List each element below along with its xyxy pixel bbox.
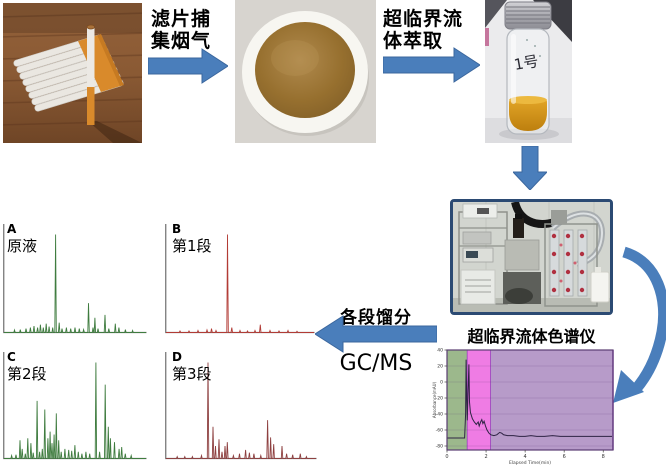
chromatogram-panel-b: B 第1段 [165, 222, 315, 334]
svg-text:Elapsed Time(min): Elapsed Time(min) [509, 460, 551, 466]
panel-c-letter: C [7, 350, 16, 364]
svg-text:20: 20 [437, 364, 443, 370]
svg-text:0: 0 [440, 380, 443, 386]
vial-handwritten-mark: 1号 [513, 52, 540, 74]
sfc-chromatogram-chart: 40 20 0 -20 -40 -60 -80 0 2 4 6 8 Elapsed Time(min) A… [430, 346, 622, 466]
arrow-right-icon [148, 48, 228, 84]
curved-arrow-icon [613, 246, 666, 403]
filter-pad-photo [235, 0, 376, 143]
chromatogram-panel-d: D 第3段 [165, 350, 317, 460]
panel-b-name: 第1段 [172, 237, 212, 255]
step2-line2: 体萃取 [383, 30, 444, 52]
panel-a-letter: A [7, 222, 17, 236]
chromatogram-panel-c: C 第2段 [3, 350, 147, 460]
panel-a-name: 原液 [7, 237, 38, 255]
sfc-instrument-photo [450, 199, 613, 315]
extract-vial-photo: 1号 [485, 0, 572, 143]
step1-line1: 滤片捕 [151, 8, 212, 30]
svg-text:2: 2 [484, 454, 487, 460]
step1-line2: 集烟气 [151, 30, 212, 52]
svg-text:4: 4 [524, 454, 527, 460]
svg-text:-80: -80 [436, 444, 443, 450]
svg-text:0: 0 [445, 454, 448, 460]
svg-text:8: 8 [602, 454, 605, 460]
fraction-label: 各段馏分 [340, 308, 412, 328]
svg-text:Absorbance(mAU): Absorbance(mAU) [432, 381, 437, 418]
svg-text:-60: -60 [436, 428, 443, 434]
filter-pad-illustration [235, 0, 376, 143]
panel-d-letter: D [172, 350, 182, 364]
svg-text:-40: -40 [436, 412, 443, 418]
svg-text:6: 6 [563, 454, 566, 460]
svg-text:-20: -20 [436, 396, 443, 402]
panel-d-name: 第3段 [172, 365, 212, 383]
arrow-down-icon [513, 146, 547, 190]
instrument-caption: 超临界流体色谱仪 [467, 327, 596, 346]
arrow-left-icon [315, 315, 437, 353]
panel-b-letter: B [172, 222, 182, 236]
instrument-illustration [453, 202, 610, 312]
chromatogram-panel-a: A 原液 [3, 222, 147, 334]
cigarettes-photo [3, 3, 142, 143]
svg-text:40: 40 [437, 348, 443, 354]
step1-label: 滤片捕 集烟气 [151, 8, 211, 52]
step2-line1: 超临界流 [383, 8, 464, 30]
gcms-label: GC/MS [339, 351, 413, 376]
panel-c-name: 第2段 [7, 365, 47, 383]
vial-illustration: 1号 [485, 0, 572, 143]
step2-label: 超临界流 体萃取 [383, 8, 463, 52]
arrow-right-icon [383, 47, 480, 83]
cigarettes-illustration [3, 3, 142, 143]
